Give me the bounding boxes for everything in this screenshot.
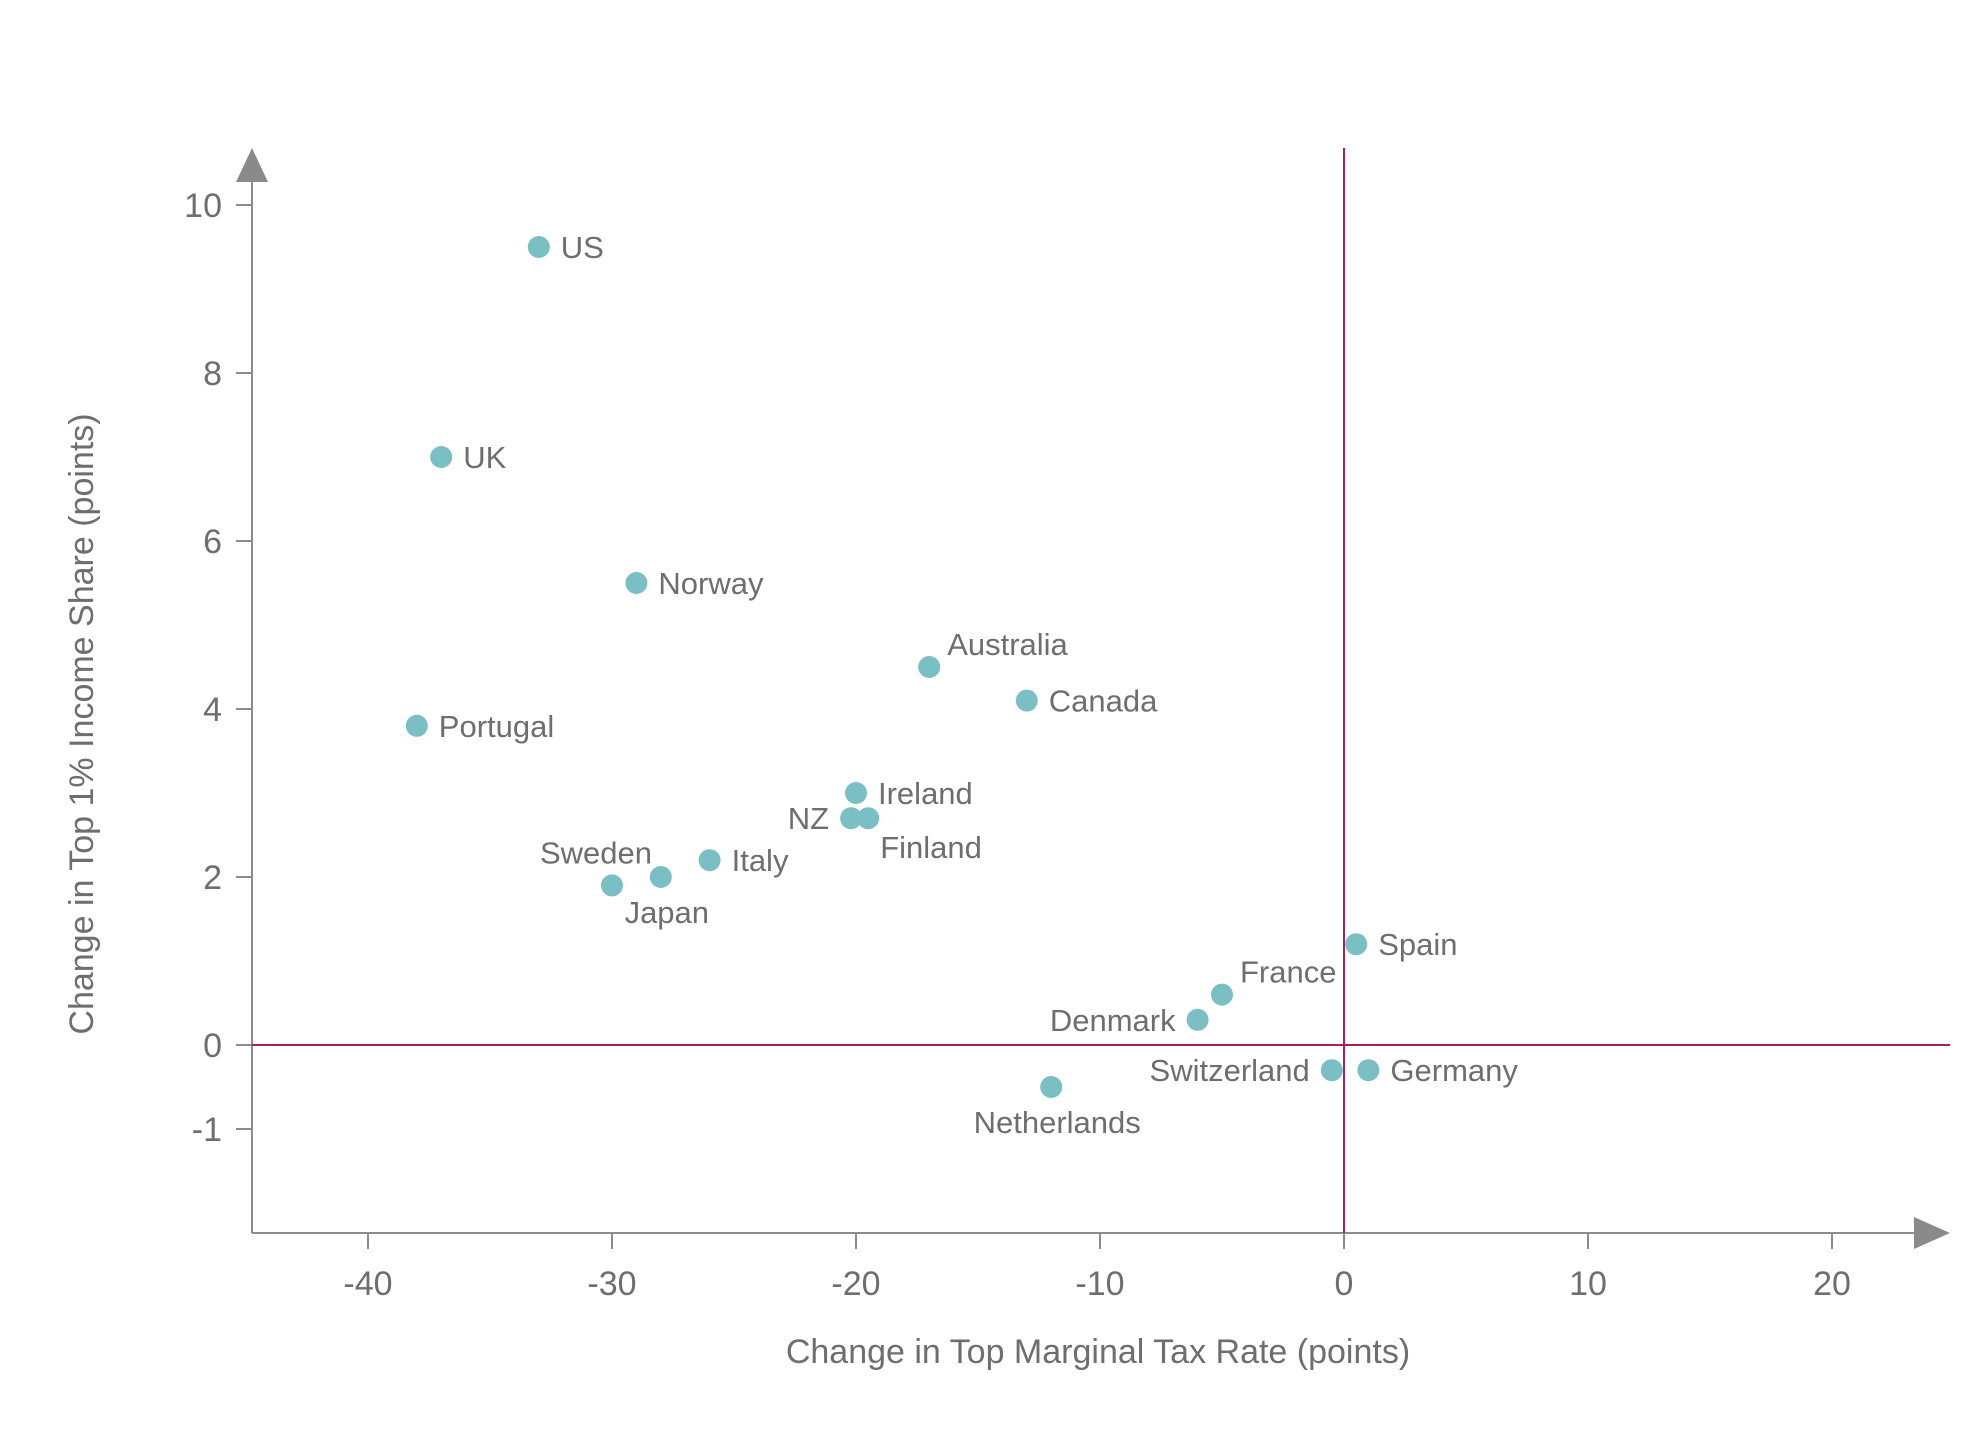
point-label-uk: UK <box>463 440 506 475</box>
data-point-uk <box>430 446 453 468</box>
data-point-norway <box>625 572 648 594</box>
y-tick-label: 8 <box>203 355 222 393</box>
point-label-norway: Norway <box>658 566 764 601</box>
y-tick-label: -1 <box>192 1111 222 1149</box>
x-tick-label: -40 <box>343 1265 392 1303</box>
point-label-australia: Australia <box>947 627 1068 662</box>
data-point-germany <box>1357 1059 1380 1082</box>
x-tick-label: 0 <box>1335 1265 1354 1303</box>
point-label-sweden: Sweden <box>540 835 652 870</box>
point-label-switzerland: Switzerland <box>1150 1053 1310 1088</box>
data-point-nz <box>840 807 863 830</box>
point-label-portugal: Portugal <box>439 709 554 744</box>
y-axis-arrow-icon <box>236 148 268 182</box>
x-tick-label: 10 <box>1569 1265 1607 1303</box>
point-label-france: France <box>1240 955 1336 990</box>
data-point-ireland <box>845 782 867 804</box>
point-label-us: US <box>561 230 604 265</box>
data-point-italy <box>698 849 721 872</box>
point-label-denmark: Denmark <box>1050 1003 1176 1038</box>
data-point-france <box>1211 983 1233 1006</box>
x-axis-arrow-icon <box>1914 1217 1950 1249</box>
point-label-japan: Japan <box>625 895 709 930</box>
y-tick-label: 2 <box>203 859 222 897</box>
data-point-japan <box>649 866 672 888</box>
point-label-netherlands: Netherlands <box>974 1105 1141 1140</box>
point-label-canada: Canada <box>1049 684 1158 719</box>
x-tick-label: -10 <box>1075 1265 1124 1303</box>
data-point-us <box>527 236 550 258</box>
y-tick-label: 10 <box>184 187 222 225</box>
y-axis-title: Change in Top 1% Income Share (points) <box>63 413 101 1034</box>
data-point-denmark <box>1186 1008 1209 1031</box>
y-tick-label: 6 <box>203 523 222 561</box>
data-point-australia <box>918 656 941 678</box>
points-layer <box>405 236 1380 1098</box>
point-label-finland: Finland <box>880 830 982 865</box>
point-labels-layer: US UK Norway Portugal Australia Canada Ireland… <box>439 230 1519 1140</box>
point-label-spain: Spain <box>1378 927 1457 962</box>
x-tick-label: -30 <box>587 1265 636 1303</box>
point-label-germany: Germany <box>1390 1053 1518 1088</box>
point-label-italy: Italy <box>732 843 789 878</box>
y-tick-label: 0 <box>203 1027 222 1065</box>
x-tick-label: 20 <box>1813 1265 1851 1303</box>
reference-lines-layer <box>252 148 1950 1233</box>
x-tick-label: -20 <box>831 1265 880 1303</box>
data-point-switzerland <box>1320 1059 1343 1082</box>
data-point-canada <box>1015 689 1038 712</box>
point-label-ireland: Ireland <box>878 776 973 811</box>
data-point-netherlands <box>1040 1076 1063 1098</box>
data-point-sweden <box>601 874 623 897</box>
y-tick-label: 4 <box>203 691 222 729</box>
x-axis-title: Change in Top Marginal Tax Rate (points) <box>786 1333 1410 1371</box>
point-label-nz: NZ <box>788 801 829 836</box>
data-point-portugal <box>405 714 428 737</box>
data-point-finland <box>857 807 880 830</box>
data-point-spain <box>1345 933 1368 956</box>
